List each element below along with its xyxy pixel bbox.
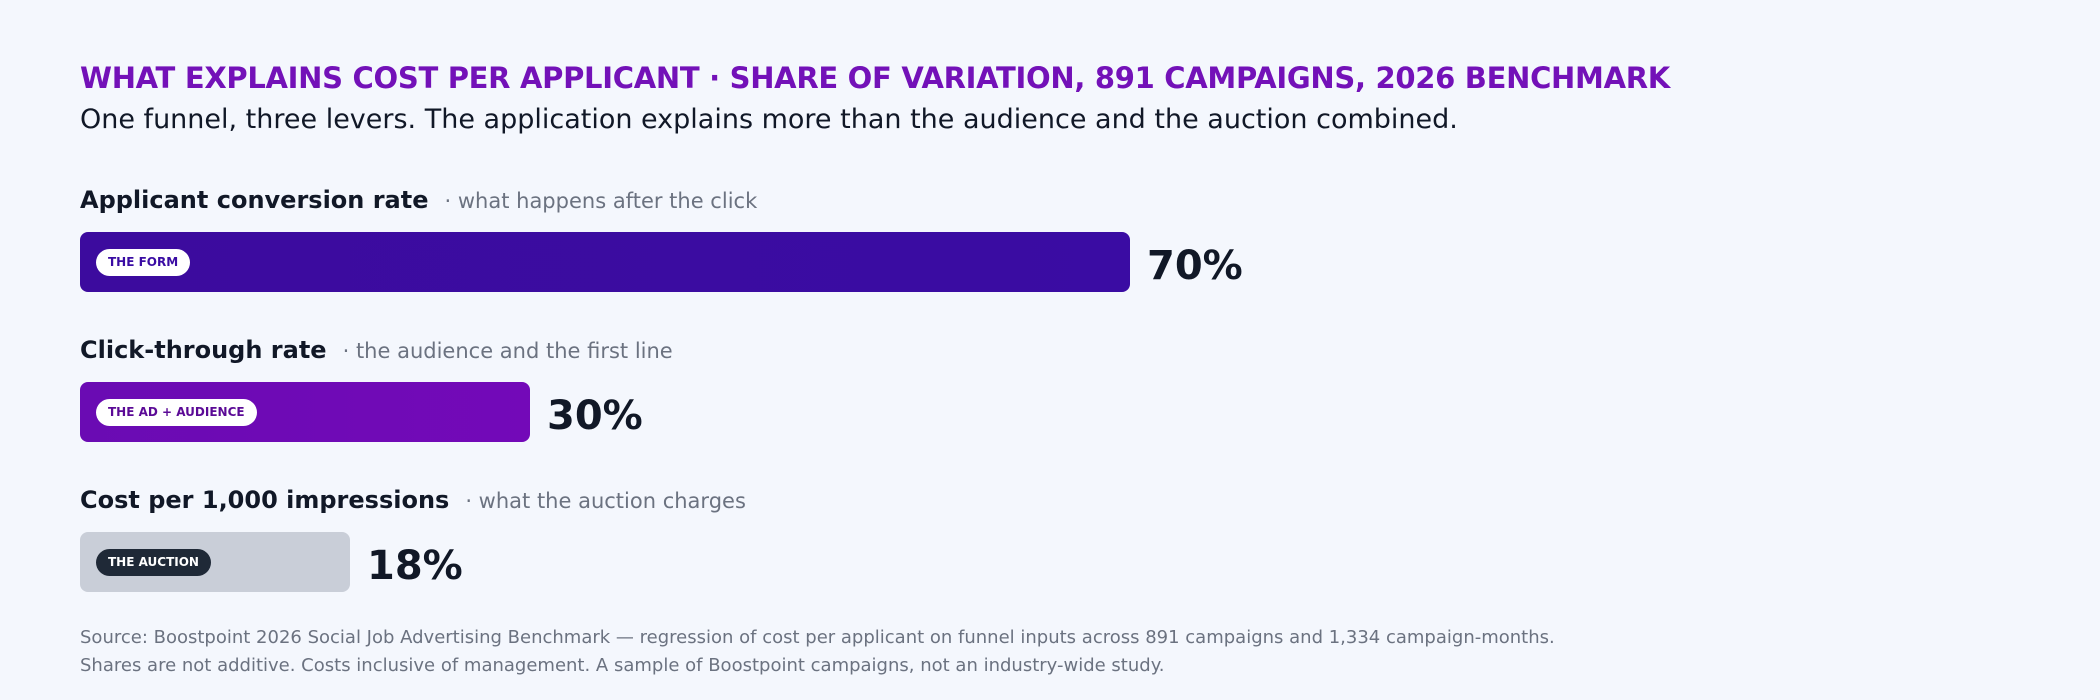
bar-row-cpm: Cost per 1,000 impressions · what the au… (80, 486, 2020, 636)
bar-value-label: 70% (1147, 243, 1243, 289)
bar-value-label: 18% (367, 543, 463, 589)
source-line-2: Shares are not additive. Costs inclusive… (80, 655, 1165, 676)
bar-value-label: 30% (547, 393, 643, 439)
bar-label: Click-through rate (80, 336, 327, 364)
source-note: Source: Boostpoint 2026 Social Job Adver… (80, 624, 1980, 680)
bar-tag: THE AUCTION (96, 549, 211, 576)
chart-title: WHAT EXPLAINS COST PER APPLICANT · SHARE… (80, 61, 1670, 95)
bar-tag: THE AD + AUDIENCE (96, 399, 257, 426)
bar: THE AUCTION (80, 532, 350, 592)
bar-row-conversion: Applicant conversion rate · what happens… (80, 186, 2020, 336)
chart-container: WHAT EXPLAINS COST PER APPLICANT · SHARE… (80, 56, 2020, 636)
source-line-1: Source: Boostpoint 2026 Social Job Adver… (80, 627, 1555, 648)
bar-label: Applicant conversion rate (80, 186, 429, 214)
bar-note: · the audience and the first line (342, 339, 673, 363)
bar-rows: Applicant conversion rate · what happens… (80, 186, 2020, 636)
chart-subtitle: One funnel, three levers. The applicatio… (80, 104, 1458, 135)
bar: THE AD + AUDIENCE (80, 382, 530, 442)
bar-note: · what the auction charges (465, 489, 746, 513)
bar-row-ctr: Click-through rate · the audience and th… (80, 336, 2020, 486)
bar-note: · what happens after the click (444, 189, 758, 213)
bar: THE FORM (80, 232, 1130, 292)
bar-tag: THE FORM (96, 249, 191, 276)
bar-label: Cost per 1,000 impressions (80, 486, 450, 514)
